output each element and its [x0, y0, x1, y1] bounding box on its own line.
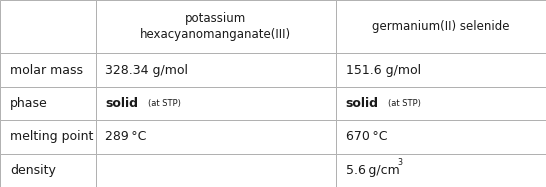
Bar	[96, 0, 336, 53]
Text: 5.6 g/cm: 5.6 g/cm	[346, 164, 399, 177]
Text: solid: solid	[346, 97, 378, 110]
Bar	[336, 53, 546, 87]
Bar	[336, 120, 546, 154]
Bar	[0, 87, 96, 120]
Bar	[336, 0, 546, 53]
Text: 151.6 g/mol: 151.6 g/mol	[346, 64, 421, 76]
Text: solid: solid	[105, 97, 138, 110]
Bar	[336, 87, 546, 120]
Text: 328.34 g/mol: 328.34 g/mol	[105, 64, 188, 76]
Text: 3: 3	[397, 158, 402, 167]
Bar	[96, 154, 336, 187]
Bar	[0, 53, 96, 87]
Text: molar mass: molar mass	[10, 64, 83, 76]
Text: potassium
hexacyanomanganate(III): potassium hexacyanomanganate(III)	[140, 12, 291, 41]
Bar	[0, 154, 96, 187]
Text: germanium(II) selenide: germanium(II) selenide	[372, 20, 509, 33]
Text: (at STP): (at STP)	[148, 99, 181, 108]
Text: melting point: melting point	[10, 130, 93, 143]
Bar	[96, 87, 336, 120]
Bar	[96, 53, 336, 87]
Text: phase: phase	[10, 97, 48, 110]
Text: density: density	[10, 164, 56, 177]
Text: (at STP): (at STP)	[388, 99, 421, 108]
Bar	[336, 154, 546, 187]
Bar	[96, 120, 336, 154]
Text: 289 °C: 289 °C	[105, 130, 147, 143]
Bar	[0, 120, 96, 154]
Bar	[0, 0, 96, 53]
Text: 670 °C: 670 °C	[346, 130, 387, 143]
